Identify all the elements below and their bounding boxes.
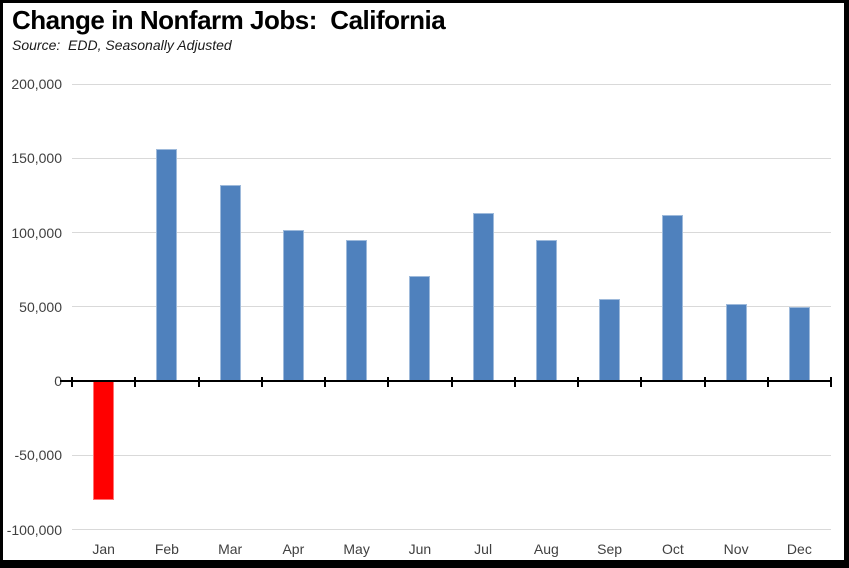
x-axis-line (60, 380, 831, 382)
bar-sep (599, 299, 621, 381)
x-tick-label-dec: Dec (786, 541, 812, 557)
axis-tick (197, 377, 200, 387)
x-tick-label-feb: Feb (154, 541, 179, 557)
bar-dec (788, 306, 810, 381)
bar-nov (725, 303, 747, 381)
axis-tick (766, 377, 769, 387)
axis-tick (513, 377, 516, 387)
x-tick-label-may: May (343, 541, 370, 557)
bar-feb (156, 149, 178, 381)
axis-tick (71, 377, 73, 387)
bar-jul (472, 213, 494, 381)
y-tick-label: -50,000 (14, 447, 62, 464)
y-tick-label: 200,000 (11, 76, 62, 92)
bar-oct (662, 214, 684, 381)
x-tick-label-oct: Oct (661, 541, 684, 557)
axis-tick (134, 377, 137, 387)
y-tick-label: 100,000 (11, 224, 62, 241)
bar-jun (409, 275, 431, 381)
bar-apr (282, 229, 304, 381)
gridline-50,000 (72, 306, 831, 308)
chart-canvas: Change in Nonfarm Jobs: California Sourc… (3, 3, 844, 560)
chart-title: Change in Nonfarm Jobs: California (12, 5, 446, 35)
axis-tick (577, 377, 579, 387)
y-tick-label: -100,000 (6, 521, 62, 538)
axis-tick (387, 377, 390, 387)
bar-may (346, 239, 368, 381)
x-tick-label-jun: Jun (408, 541, 432, 557)
y-tick-label: 50,000 (19, 298, 62, 315)
x-tick-label-mar: Mar (218, 541, 243, 557)
gridline--100,000 (72, 529, 831, 530)
gridline-100,000 (72, 232, 831, 233)
bar-mar (219, 184, 241, 381)
bar-jan (93, 381, 115, 500)
gridline--50,000 (72, 454, 831, 456)
axis-tick (324, 377, 326, 387)
gridline-150,000 (72, 157, 831, 159)
x-tick-label-nov: Nov (723, 541, 749, 557)
chart-source-note: Source: EDD, Seasonally Adjusted (12, 37, 232, 53)
plot-area: 200,000 150,000 100,000 50,000 0 -50,000 -100,… (3, 3, 844, 560)
y-tick-label: 150,000 (11, 150, 62, 167)
x-tick-label-apr: Apr (282, 541, 305, 557)
bar-aug (535, 239, 557, 381)
axis-tick (830, 377, 832, 387)
gridline-200,000 (72, 83, 831, 85)
axis-tick (450, 377, 453, 387)
x-tick-label-jan: Jan (92, 541, 115, 557)
axis-tick (260, 377, 263, 387)
x-tick-label-jul: Jul (474, 541, 493, 557)
axis-tick (703, 377, 706, 387)
x-tick-label-aug: Aug (533, 541, 559, 557)
axis-tick (640, 377, 643, 387)
x-tick-label-sep: Sep (597, 541, 623, 557)
y-tick-label: 0 (54, 373, 62, 389)
